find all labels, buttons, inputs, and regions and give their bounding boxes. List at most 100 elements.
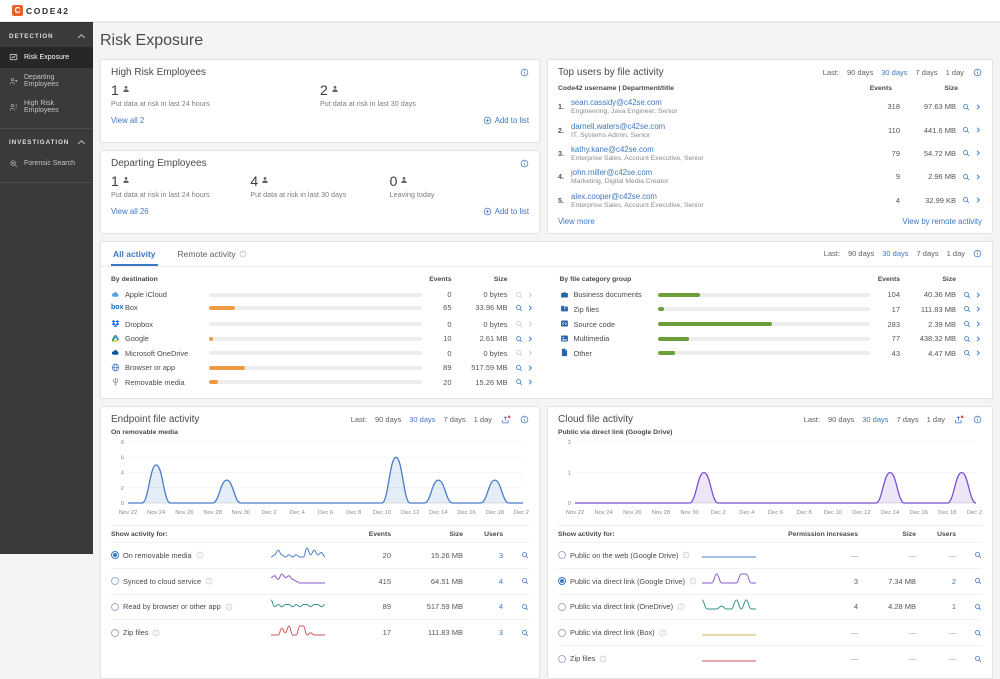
filter-users[interactable]: 3 <box>498 628 503 638</box>
radio-on-removable-media[interactable] <box>111 551 119 560</box>
time-filter-option-30-days[interactable]: 30 days <box>862 415 889 425</box>
search-icon[interactable] <box>974 577 982 585</box>
chevron-right-icon[interactable] <box>974 103 982 111</box>
radio-zip-files[interactable] <box>558 654 566 663</box>
user-email-link[interactable]: darnell.waters@c42se.com <box>571 121 666 131</box>
filter-users[interactable]: 3 <box>498 550 503 560</box>
chevron-right-icon[interactable] <box>974 291 982 299</box>
time-filter-option-30-days[interactable]: 30 days <box>881 68 908 77</box>
radio-public-on-the-web-google-drive[interactable] <box>558 551 566 560</box>
chevron-right-icon[interactable] <box>974 305 982 313</box>
info-icon[interactable] <box>152 629 160 637</box>
time-filter-option-30-days[interactable]: 30 days <box>882 249 909 259</box>
user-email-link[interactable]: sean.cassidy@c42se.com <box>571 98 662 108</box>
info-icon[interactable] <box>520 159 529 168</box>
tab-remote-activity[interactable]: Remote activity <box>176 242 249 266</box>
radio-public-via-direct-link-onedrive[interactable] <box>558 602 566 611</box>
search-icon[interactable] <box>521 629 529 637</box>
filter-users[interactable]: 4 <box>498 602 503 612</box>
chevron-right-icon[interactable] <box>974 149 982 157</box>
search-icon[interactable] <box>962 196 970 204</box>
search-icon[interactable] <box>515 304 523 312</box>
time-filter-option-1-day[interactable]: 1 day <box>945 68 964 77</box>
radio-public-via-direct-link-box[interactable] <box>558 628 566 637</box>
time-filter-option-90-days[interactable]: 90 days <box>846 68 874 77</box>
time-filter-option-7-days[interactable]: 7 days <box>916 249 939 259</box>
export-icon[interactable] <box>954 415 964 425</box>
search-icon[interactable] <box>515 378 523 386</box>
radio-synced-to-cloud-service[interactable] <box>111 577 119 586</box>
time-filter-option-90-days[interactable]: 90 days <box>827 415 855 425</box>
chevron-right-icon[interactable] <box>526 304 534 312</box>
chevron-right-icon[interactable] <box>974 126 982 134</box>
export-icon[interactable] <box>501 415 511 425</box>
info-icon[interactable] <box>973 249 982 258</box>
search-icon[interactable] <box>974 655 982 663</box>
chevron-right-icon[interactable] <box>526 364 534 372</box>
time-filter-option-1-day[interactable]: 1 day <box>946 249 965 259</box>
search-icon[interactable] <box>974 603 982 611</box>
search-icon[interactable] <box>521 551 529 559</box>
chevron-right-icon[interactable] <box>526 378 534 386</box>
sidebar-item-high-risk-employees[interactable]: High Risk Employees <box>0 94 93 120</box>
sidebar-item-forensic-search[interactable]: Forensic Search <box>0 153 93 174</box>
info-icon[interactable] <box>677 603 685 611</box>
info-icon[interactable] <box>520 68 529 77</box>
user-email-link[interactable]: kathy.kane@c42se.com <box>571 144 654 154</box>
search-icon[interactable] <box>515 364 523 372</box>
info-icon[interactable] <box>973 68 982 77</box>
info-icon[interactable] <box>196 551 204 559</box>
search-icon[interactable] <box>962 149 970 157</box>
search-icon[interactable] <box>963 320 971 328</box>
chevron-right-icon[interactable] <box>974 335 982 343</box>
time-filter-option-90-days[interactable]: 90 days <box>847 249 875 259</box>
search-icon[interactable] <box>962 173 970 181</box>
view-all-high-risk-link[interactable]: View all 2 <box>111 116 145 125</box>
chevron-right-icon[interactable] <box>974 320 982 328</box>
info-icon[interactable] <box>973 415 982 424</box>
info-icon[interactable] <box>682 551 690 559</box>
info-icon[interactable] <box>599 655 607 663</box>
filter-users[interactable]: 4 <box>498 576 503 586</box>
time-filter-option-90-days[interactable]: 90 days <box>374 415 402 425</box>
filter-users[interactable]: 1 <box>951 602 956 612</box>
chevron-right-icon[interactable] <box>526 335 534 343</box>
time-filter-option-7-days[interactable]: 7 days <box>915 68 938 77</box>
radio-zip-files[interactable] <box>111 628 119 637</box>
sidebar-item-departing-employees[interactable]: Departing Employees <box>0 68 93 94</box>
chevron-right-icon[interactable] <box>974 349 982 357</box>
time-filter-option-7-days[interactable]: 7 days <box>443 415 466 425</box>
time-filter-option-1-day[interactable]: 1 day <box>926 415 945 425</box>
view-all-departing-link[interactable]: View all 26 <box>111 206 149 216</box>
search-icon[interactable] <box>963 291 971 299</box>
add-to-list-button[interactable]: Add to list <box>483 116 529 125</box>
info-icon[interactable] <box>689 577 697 585</box>
time-filter-option-7-days[interactable]: 7 days <box>896 415 919 425</box>
chevron-right-icon[interactable] <box>974 173 982 181</box>
sidebar-item-risk-exposure[interactable]: Risk Exposure <box>0 47 93 68</box>
search-icon[interactable] <box>521 577 529 585</box>
search-icon[interactable] <box>963 349 971 357</box>
time-filter-option-30-days[interactable]: 30 days <box>409 415 436 425</box>
search-icon[interactable] <box>515 335 523 343</box>
radio-public-via-direct-link-google-drive[interactable] <box>558 577 566 586</box>
view-by-remote-activity-link[interactable]: View by remote activity <box>902 216 982 226</box>
chevron-up-icon[interactable] <box>77 33 86 42</box>
search-icon[interactable] <box>963 335 971 343</box>
info-icon[interactable] <box>225 603 233 611</box>
radio-read-by-browser-or-other-app[interactable] <box>111 602 119 611</box>
search-icon[interactable] <box>962 103 970 111</box>
search-icon[interactable] <box>974 629 982 637</box>
filter-users[interactable]: 2 <box>951 576 956 586</box>
search-icon[interactable] <box>962 126 970 134</box>
add-to-list-button[interactable]: Add to list <box>483 207 529 216</box>
view-more-link[interactable]: View more <box>558 216 595 226</box>
time-filter-option-1-day[interactable]: 1 day <box>473 415 492 425</box>
info-icon[interactable] <box>659 629 667 637</box>
info-icon[interactable] <box>239 250 247 258</box>
search-icon[interactable] <box>974 551 982 559</box>
user-email-link[interactable]: alex.cooper@c42se.com <box>571 191 657 201</box>
tab-all-activity[interactable]: All activity <box>111 242 158 266</box>
chevron-right-icon[interactable] <box>974 196 982 204</box>
info-icon[interactable] <box>520 415 529 424</box>
